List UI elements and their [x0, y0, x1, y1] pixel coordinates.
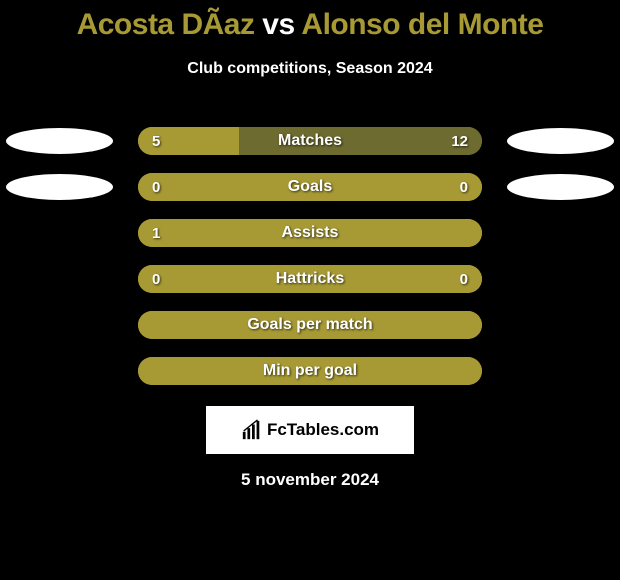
logo-text: FcTables.com — [267, 420, 379, 440]
stat-label: Goals — [138, 173, 482, 201]
player2-badge — [507, 128, 614, 154]
stat-label: Assists — [138, 219, 482, 247]
stat-rows: 512Matches 00Goals 1Assists 00Hattricks Goal… — [0, 118, 620, 394]
player1-badge — [6, 128, 113, 154]
player1-badge — [6, 174, 113, 200]
page-title: Acosta DÃ­az vs Alonso del Monte — [0, 0, 620, 42]
stat-row: Goals per match — [0, 302, 620, 348]
stat-row: 00Hattricks — [0, 256, 620, 302]
stat-bar: Goals per match — [138, 311, 482, 339]
stat-bar: 1Assists — [138, 219, 482, 247]
stat-label: Min per goal — [138, 357, 482, 385]
stat-row: 512Matches — [0, 118, 620, 164]
player2-name: Alonso del Monte — [301, 8, 543, 41]
stat-bar: 512Matches — [138, 127, 482, 155]
stat-bar: 00Goals — [138, 173, 482, 201]
stat-label: Goals per match — [138, 311, 482, 339]
logo-box: FcTables.com — [206, 406, 414, 454]
player2-badge — [507, 174, 614, 200]
stat-row: 00Goals — [0, 164, 620, 210]
stat-row: Min per goal — [0, 348, 620, 394]
fctables-icon — [241, 419, 263, 441]
player1-name: Acosta DÃ­az — [77, 8, 255, 41]
date-text: 5 november 2024 — [0, 470, 620, 490]
vs-text: vs — [254, 8, 301, 41]
stat-bar: Min per goal — [138, 357, 482, 385]
stat-label: Hattricks — [138, 265, 482, 293]
subtitle: Club competitions, Season 2024 — [0, 60, 620, 78]
stat-row: 1Assists — [0, 210, 620, 256]
stat-bar: 00Hattricks — [138, 265, 482, 293]
stat-label: Matches — [138, 127, 482, 155]
